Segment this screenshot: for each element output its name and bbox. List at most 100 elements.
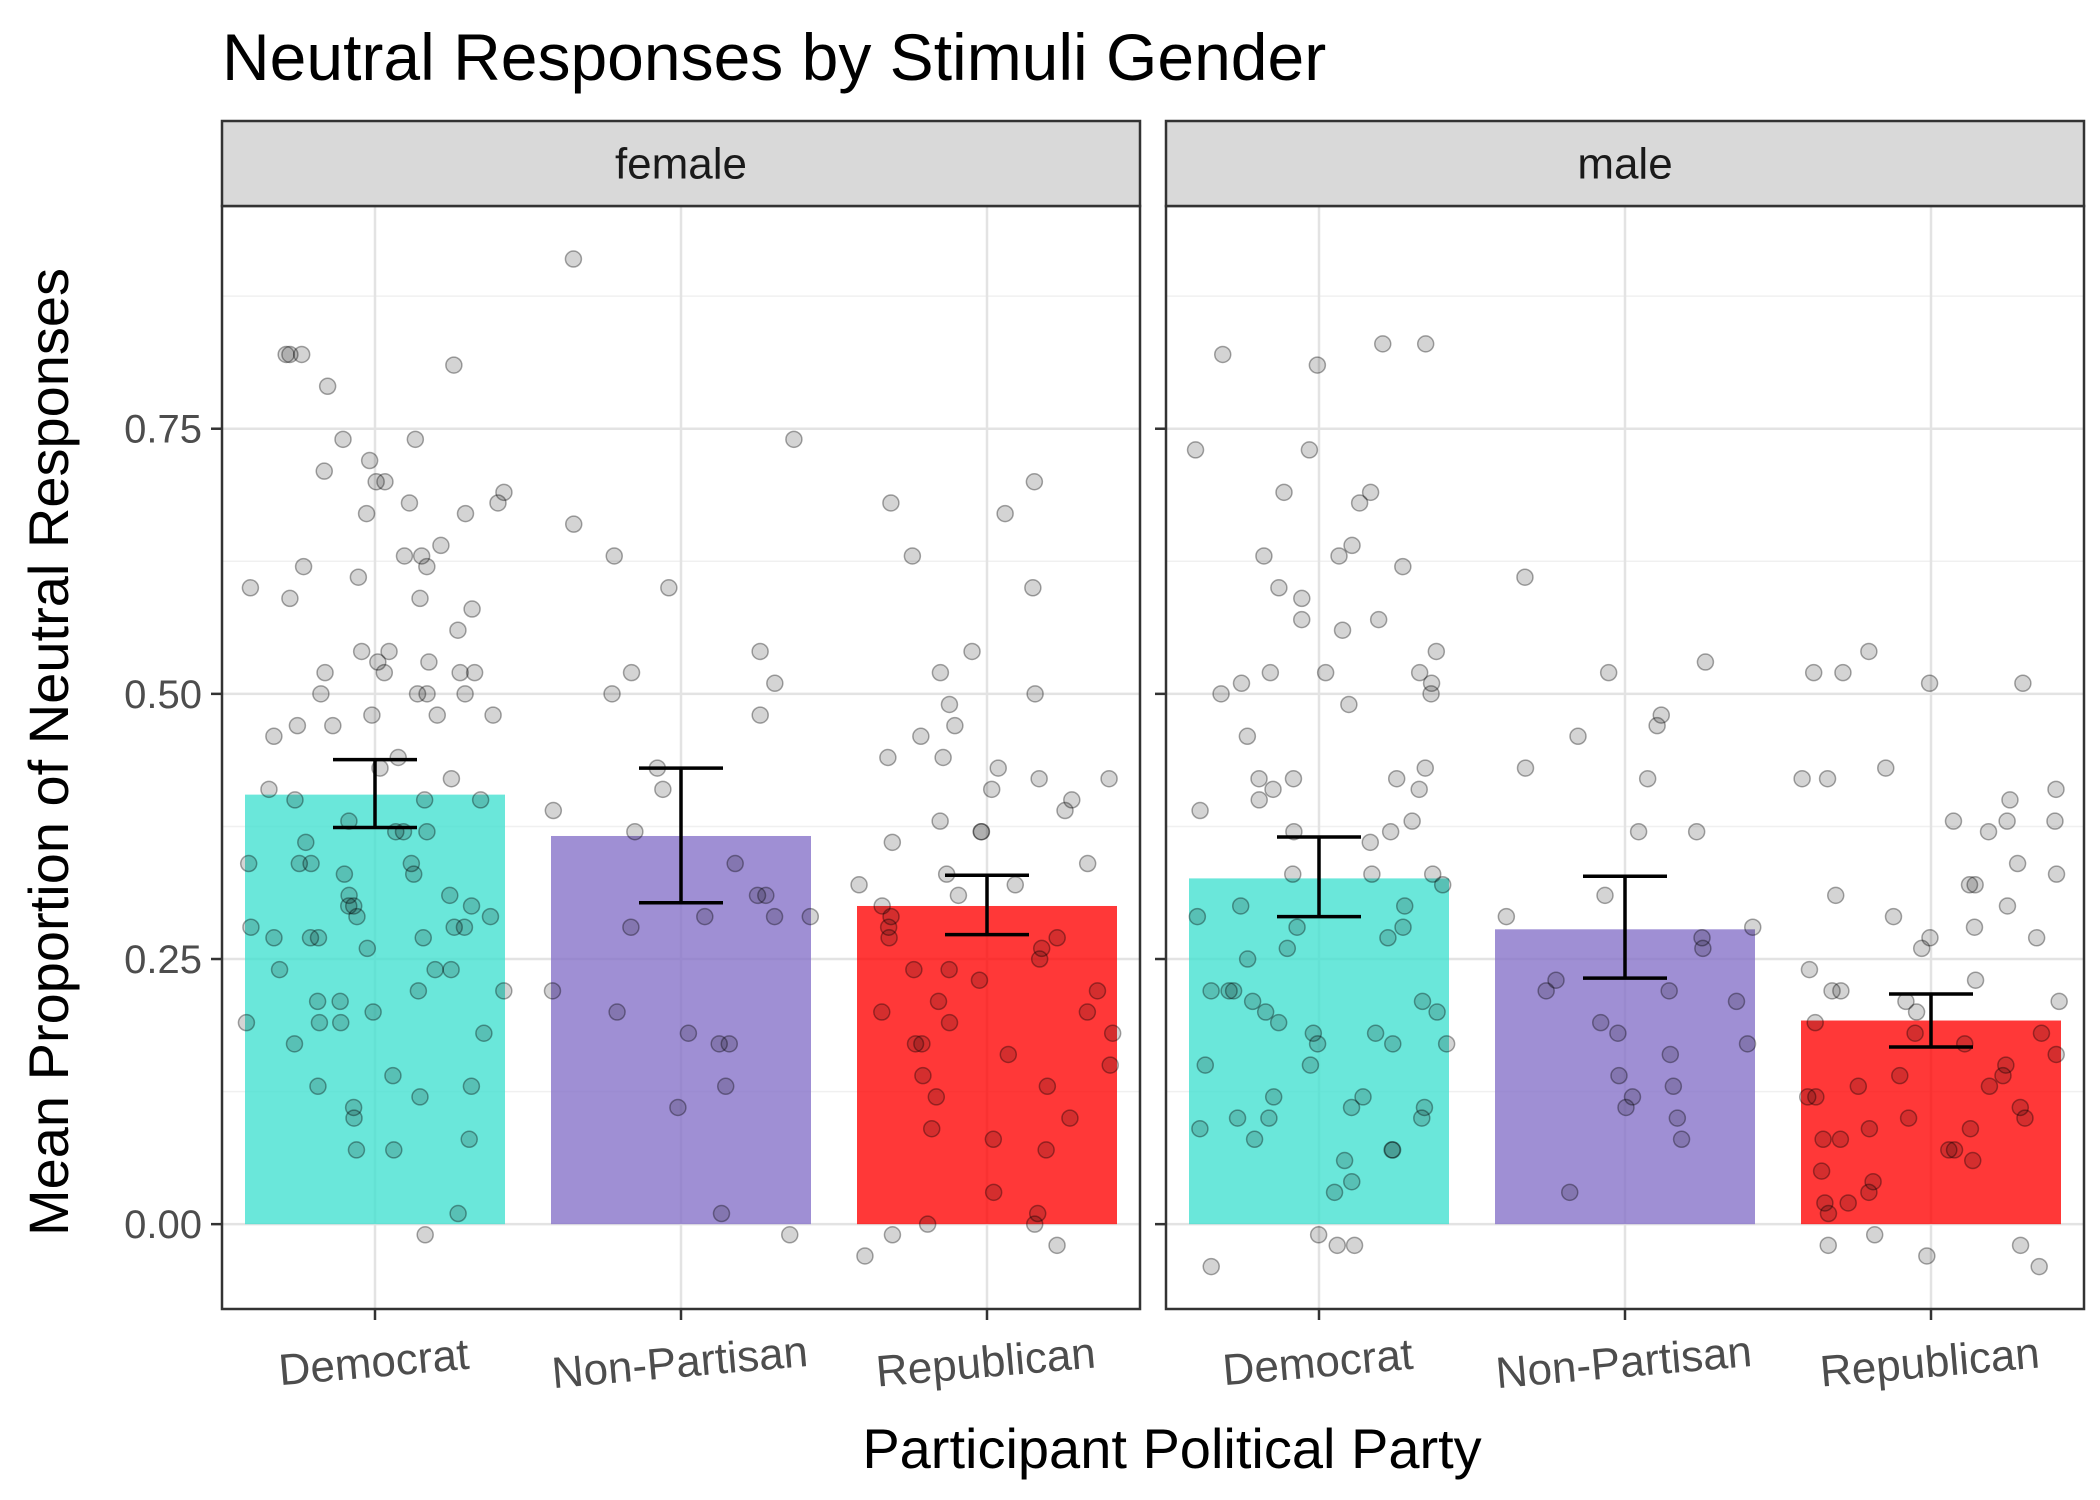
data-point	[2047, 865, 2066, 883]
data-point	[912, 727, 930, 746]
data-point	[622, 918, 640, 936]
data-point	[873, 897, 891, 915]
data-point	[1433, 876, 1452, 894]
data-point	[463, 600, 481, 618]
data-point	[720, 1035, 739, 1053]
data-point	[1672, 1130, 1691, 1149]
data-point	[281, 589, 299, 608]
data-point	[564, 515, 583, 533]
data-point	[603, 685, 621, 703]
data-point	[1188, 907, 1207, 926]
data-point	[335, 865, 354, 883]
data-point	[1410, 663, 1429, 682]
data-point	[1864, 1172, 1882, 1191]
data-point	[1342, 1098, 1361, 1117]
data-point	[475, 1024, 493, 1042]
facet-strip	[220, 119, 1142, 208]
data-point	[442, 769, 461, 788]
data-point	[679, 1024, 698, 1042]
data-point	[1250, 791, 1268, 809]
data-point	[2027, 929, 2046, 947]
data-point	[1308, 1035, 1327, 1053]
data-point	[946, 716, 964, 735]
data-point	[989, 759, 1007, 777]
data-point	[1945, 1141, 1964, 1159]
data-point	[369, 653, 387, 671]
data-point	[294, 557, 313, 576]
data-point	[785, 430, 803, 449]
data-point	[426, 960, 444, 979]
data-point	[1998, 812, 2016, 830]
data-point	[1423, 865, 1442, 883]
data-point	[412, 547, 431, 565]
data-point	[1860, 1119, 1879, 1138]
data-point	[1078, 1003, 1097, 1021]
data-point	[456, 685, 474, 703]
data-point	[384, 1066, 402, 1085]
data-point	[1804, 663, 1823, 682]
data-point	[1293, 589, 1311, 608]
data-point	[669, 1098, 687, 1117]
data-point	[456, 504, 475, 523]
data-point	[1596, 886, 1614, 905]
data-point	[1394, 918, 1412, 936]
data-point	[1537, 982, 1555, 1000]
data-point	[1038, 1077, 1057, 1096]
data-point	[1340, 695, 1358, 714]
data-point	[626, 822, 644, 841]
data-point	[1191, 1119, 1209, 1138]
data-point	[1231, 897, 1250, 915]
data-point	[2014, 674, 2032, 693]
data-point	[1308, 356, 1327, 374]
data-point	[1191, 801, 1209, 820]
data-point	[400, 494, 419, 512]
data-point	[241, 579, 260, 597]
data-point	[1422, 685, 1440, 703]
data-point	[1224, 982, 1243, 1000]
error-bar	[639, 766, 723, 905]
data-point	[1920, 674, 1939, 693]
data-point	[1617, 1098, 1635, 1117]
data-point	[564, 250, 583, 268]
data-point	[339, 897, 358, 915]
data-point	[801, 907, 820, 926]
data-point	[1860, 1183, 1878, 1202]
data-point	[389, 748, 407, 767]
data-point	[1907, 1003, 1926, 1021]
data-point	[1026, 685, 1044, 703]
data-point	[489, 494, 507, 512]
data-point	[334, 430, 352, 449]
data-point	[406, 430, 425, 449]
data-point	[2016, 1109, 2034, 1127]
data-point	[1806, 1013, 1824, 1032]
data-point	[1413, 992, 1432, 1011]
data-point	[1028, 1204, 1047, 1223]
data-point	[1270, 579, 1288, 597]
data-point	[929, 992, 948, 1011]
data-point	[873, 1003, 891, 1021]
data-point	[1256, 1003, 1275, 1021]
facet-panel-male: male Democrat Non-Partisan Republican	[1155, 119, 2086, 1398]
data-point	[751, 642, 769, 661]
facet-strip	[1164, 119, 2086, 208]
data-point	[1264, 780, 1282, 799]
data-point	[2046, 812, 2064, 830]
data-point	[1743, 918, 1762, 936]
data-point	[1694, 939, 1712, 958]
data-point	[442, 960, 460, 979]
data-point	[402, 854, 421, 873]
data-point	[1063, 791, 1081, 809]
data-point	[1834, 663, 1852, 682]
data-point	[445, 918, 463, 936]
data-point	[1202, 1257, 1220, 1276]
data-point	[315, 462, 334, 480]
data-point	[654, 780, 672, 799]
data-point	[940, 695, 959, 714]
bar-male-democrat	[1189, 878, 1449, 1225]
error-bar	[1583, 874, 1667, 980]
data-point	[1369, 610, 1388, 629]
data-point	[879, 748, 897, 767]
data-point	[1213, 345, 1232, 364]
data-point	[882, 494, 900, 512]
data-point	[970, 971, 989, 989]
